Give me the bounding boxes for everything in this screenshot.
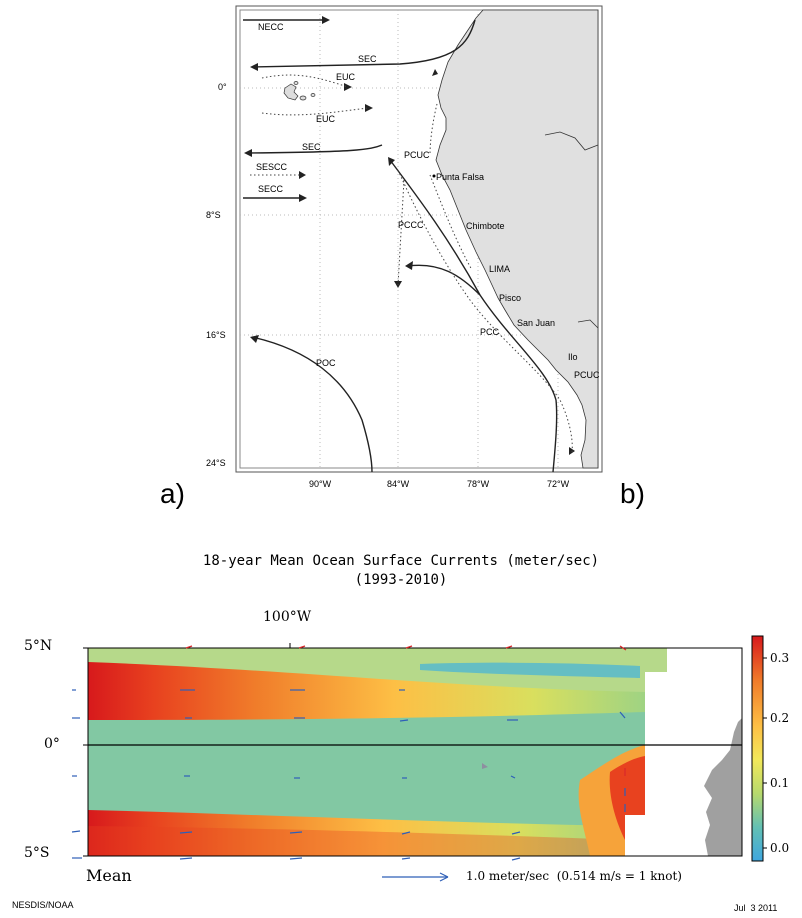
top-lon-label: 100°W	[263, 609, 312, 625]
lat-label-16s: 16°S	[206, 330, 226, 340]
current-vectors-red	[185, 645, 627, 776]
current-label-sescc: SESCC	[256, 162, 288, 172]
south-america-coast	[435, 9, 599, 469]
panel-label-b: b)	[620, 478, 645, 509]
colorbar-tick-0-0: 0.0	[770, 841, 790, 855]
place-label-ilo: Ilo	[568, 352, 578, 362]
place-label-san-juan: San Juan	[517, 318, 555, 328]
current-label-poc: POC	[316, 358, 336, 368]
lat-label-24s: 24°S	[206, 458, 226, 468]
lon-label-84w: 84°W	[387, 479, 410, 489]
footer-date: Jul 3 2011	[734, 903, 778, 913]
current-label-pcc: PCC	[480, 327, 500, 337]
surface-currents-map	[71, 635, 767, 882]
lon-label-78w: 78°W	[467, 479, 490, 489]
place-label-chimbote: Chimbote	[466, 221, 505, 231]
galapagos-islands	[283, 81, 316, 101]
scale-label: 1.0 meter/sec (0.514 m/s = 1 knot)	[466, 869, 682, 883]
current-label-pcuc-2: PCUC	[574, 370, 600, 380]
footer-credit: NESDIS/NOAA	[12, 900, 74, 910]
panel-label-a: a)	[160, 478, 185, 509]
current-label-euc-1: EUC	[336, 72, 356, 82]
current-vectors	[71, 689, 626, 835]
current-label-necc: NECC	[258, 22, 284, 32]
lat-label-eq: 0°	[44, 736, 60, 752]
figure-subtitle: (1993-2010)	[354, 572, 448, 588]
current-label-pccc: PCCC	[398, 220, 424, 230]
coastline-land	[704, 718, 742, 856]
current-label-euc-2: EUC	[316, 114, 336, 124]
current-label-pcuc-1: PCUC	[404, 150, 430, 160]
lon-label-72w: 72°W	[547, 479, 570, 489]
figure-title: 18-year Mean Ocean Surface Currents (met…	[202, 553, 600, 569]
lat-label-5n: 5°N	[24, 638, 53, 654]
colorbar-tick-0-2: 0.2	[770, 711, 790, 725]
lat-label-5s: 5°S	[24, 845, 50, 861]
current-label-secc: SECC	[258, 184, 284, 194]
mean-label: Mean	[86, 866, 132, 885]
current-label-sec-1: SEC	[358, 54, 377, 64]
place-label-lima: LIMA	[489, 264, 510, 274]
lat-label-0: 0°	[218, 82, 227, 92]
colorbar-tick-0-3: 0.3	[770, 651, 790, 665]
currents-schematic-map: 0° 8°S 16°S 24°S 90°W 84°W 78°W 72°W NEC…	[206, 5, 603, 489]
place-label-punta-falsa: Punta Falsa	[436, 172, 484, 182]
lon-label-90w: 90°W	[309, 479, 332, 489]
current-label-sec-2: SEC	[302, 142, 321, 152]
colorbar-tick-0-1: 0.1	[770, 776, 790, 790]
place-label-pisco: Pisco	[499, 293, 521, 303]
lat-label-8s: 8°S	[206, 210, 221, 220]
colorbar	[751, 635, 764, 862]
